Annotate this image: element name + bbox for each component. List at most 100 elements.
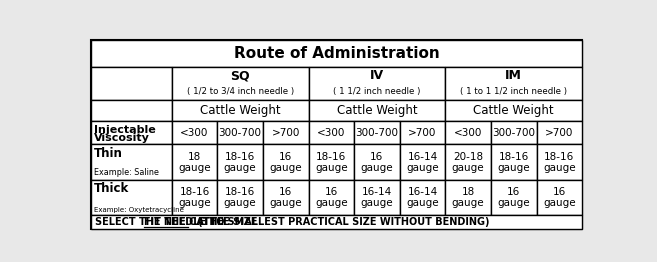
Bar	[491, 121, 537, 144]
Text: 16: 16	[325, 187, 338, 197]
Bar	[354, 144, 399, 180]
Text: Viscosity: Viscosity	[95, 133, 150, 143]
Text: 20-18: 20-18	[453, 152, 483, 162]
Text: Example: Saline: Example: Saline	[95, 168, 159, 177]
Text: Example: Oxytetracycline: Example: Oxytetracycline	[95, 207, 184, 212]
Text: gauge: gauge	[315, 198, 348, 208]
Bar	[217, 180, 263, 215]
Text: 16: 16	[507, 187, 520, 197]
Text: gauge: gauge	[406, 163, 439, 173]
Text: gauge: gauge	[269, 163, 302, 173]
Bar	[399, 144, 445, 180]
Bar	[91, 100, 171, 121]
Text: <300: <300	[181, 128, 209, 138]
Text: gauge: gauge	[543, 198, 576, 208]
Bar	[91, 180, 171, 215]
Text: >700: >700	[545, 128, 574, 138]
Bar	[91, 121, 171, 144]
Bar	[445, 67, 582, 100]
Text: (THE SMALLEST PRACTICAL SIZE WITHOUT BENDING): (THE SMALLEST PRACTICAL SIZE WITHOUT BEN…	[188, 217, 489, 227]
Text: 16: 16	[279, 152, 292, 162]
Text: 16-14: 16-14	[362, 187, 392, 197]
Text: 18-16: 18-16	[225, 187, 256, 197]
Bar	[445, 180, 491, 215]
Text: SQ: SQ	[231, 69, 250, 82]
Text: >700: >700	[271, 128, 300, 138]
Text: 16: 16	[553, 187, 566, 197]
Text: FIT THE CATTLE SIZE: FIT THE CATTLE SIZE	[144, 217, 258, 227]
Bar	[91, 67, 171, 100]
Text: Injectable: Injectable	[95, 125, 156, 135]
Bar	[309, 67, 445, 100]
Text: <300: <300	[317, 128, 346, 138]
Bar	[263, 180, 309, 215]
Text: ( 1 to 1 1/2 inch needle ): ( 1 to 1 1/2 inch needle )	[461, 86, 567, 96]
Text: 300-700: 300-700	[355, 128, 398, 138]
Text: 18-16: 18-16	[179, 187, 210, 197]
Text: 16-14: 16-14	[407, 187, 438, 197]
Text: <300: <300	[454, 128, 482, 138]
Text: gauge: gauge	[543, 163, 576, 173]
Text: gauge: gauge	[406, 198, 439, 208]
Text: 16: 16	[279, 187, 292, 197]
Bar	[309, 100, 445, 121]
Bar	[537, 144, 582, 180]
Text: 16-14: 16-14	[407, 152, 438, 162]
Text: Cattle Weight: Cattle Weight	[200, 104, 281, 117]
Text: >700: >700	[409, 128, 437, 138]
Text: gauge: gauge	[224, 163, 256, 173]
Bar	[91, 144, 171, 180]
Text: SELECT THE NEEDLE TO: SELECT THE NEEDLE TO	[95, 217, 228, 227]
Bar	[491, 144, 537, 180]
Text: ( 1/2 to 3/4 inch needle ): ( 1/2 to 3/4 inch needle )	[187, 86, 294, 96]
Text: gauge: gauge	[452, 198, 484, 208]
Text: 18-16: 18-16	[316, 152, 346, 162]
Text: Thin: Thin	[95, 147, 124, 160]
Bar	[445, 100, 582, 121]
Text: gauge: gauge	[224, 198, 256, 208]
Bar	[309, 144, 354, 180]
Text: gauge: gauge	[361, 198, 394, 208]
Bar	[171, 100, 309, 121]
Bar	[91, 215, 582, 229]
Bar	[171, 180, 217, 215]
Text: gauge: gauge	[178, 198, 211, 208]
Bar	[354, 180, 399, 215]
Text: Thick: Thick	[95, 182, 129, 195]
Bar	[537, 121, 582, 144]
Bar	[399, 180, 445, 215]
Text: ( 1 1/2 inch needle ): ( 1 1/2 inch needle )	[333, 86, 420, 96]
Bar	[491, 180, 537, 215]
Bar	[309, 180, 354, 215]
Bar	[171, 121, 217, 144]
Text: 18-16: 18-16	[499, 152, 529, 162]
Text: 18-16: 18-16	[544, 152, 574, 162]
Text: IM: IM	[505, 69, 522, 82]
Text: gauge: gauge	[497, 163, 530, 173]
Bar	[217, 121, 263, 144]
Text: Cattle Weight: Cattle Weight	[474, 104, 554, 117]
Text: gauge: gauge	[361, 163, 394, 173]
Bar	[171, 67, 309, 100]
Text: 300-700: 300-700	[219, 128, 261, 138]
Bar	[91, 40, 582, 67]
Text: gauge: gauge	[315, 163, 348, 173]
Text: 18-16: 18-16	[225, 152, 256, 162]
Text: gauge: gauge	[452, 163, 484, 173]
Bar	[354, 121, 399, 144]
Bar	[399, 121, 445, 144]
Bar	[309, 121, 354, 144]
Text: Cattle Weight: Cattle Weight	[336, 104, 417, 117]
Text: 16: 16	[371, 152, 384, 162]
Bar	[263, 121, 309, 144]
Bar	[537, 180, 582, 215]
Bar	[445, 121, 491, 144]
Bar	[263, 144, 309, 180]
Text: gauge: gauge	[269, 198, 302, 208]
Text: gauge: gauge	[497, 198, 530, 208]
Text: 300-700: 300-700	[492, 128, 535, 138]
Text: 18: 18	[461, 187, 475, 197]
Bar	[445, 144, 491, 180]
Text: Route of Administration: Route of Administration	[234, 46, 440, 61]
Bar	[171, 144, 217, 180]
